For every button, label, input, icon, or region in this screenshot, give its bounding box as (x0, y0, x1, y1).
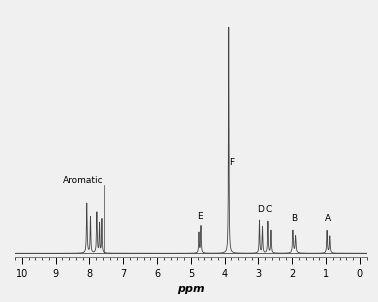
Text: B: B (291, 214, 297, 223)
Text: F: F (229, 158, 235, 167)
Text: D: D (257, 205, 263, 214)
Text: A: A (325, 214, 331, 223)
Text: E: E (198, 211, 203, 220)
X-axis label: ppm: ppm (177, 284, 205, 294)
Text: C: C (265, 205, 272, 214)
Text: Aromatic: Aromatic (63, 176, 104, 185)
